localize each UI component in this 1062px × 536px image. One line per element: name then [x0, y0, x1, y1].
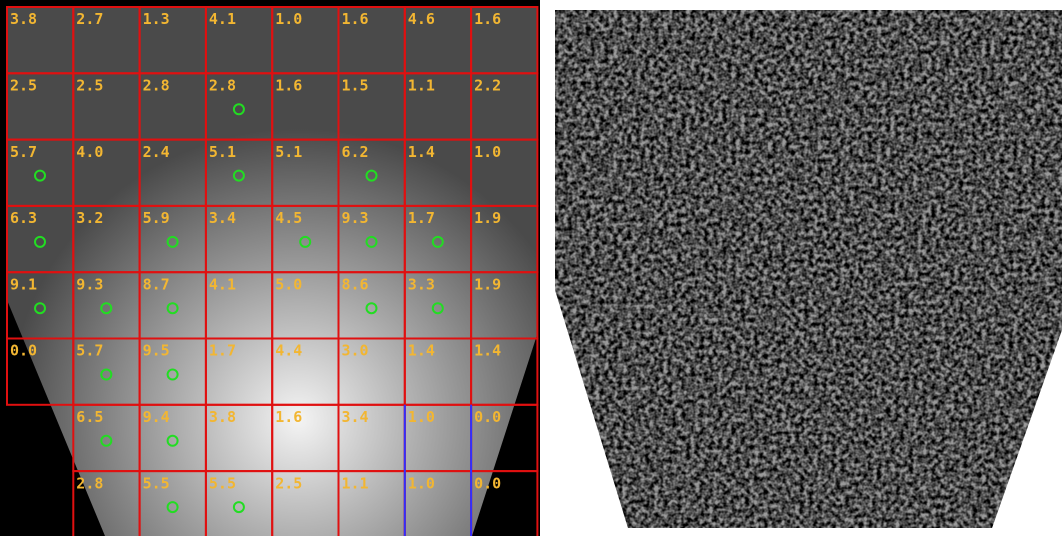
- cell-label: 4.5: [275, 209, 302, 227]
- cell-label: 1.7: [209, 342, 236, 360]
- cell-label: 2.5: [76, 77, 103, 95]
- cell-label: 5.7: [76, 342, 103, 360]
- cell-label: 3.8: [209, 408, 236, 426]
- cell-label: 1.6: [342, 10, 369, 28]
- cell-label: 5.9: [143, 209, 170, 227]
- cell-label: 1.7: [408, 209, 435, 227]
- cell-label: 1.6: [474, 10, 501, 28]
- cell-label: 4.6: [408, 10, 435, 28]
- cell-label: 1.1: [408, 77, 435, 95]
- cell-label: 1.4: [408, 143, 435, 161]
- cell-label: 5.0: [275, 275, 302, 293]
- cell-label: 1.0: [474, 143, 501, 161]
- cell-label: 1.4: [408, 342, 435, 360]
- cell-label: 8.7: [143, 275, 170, 293]
- cell-label: 9.3: [342, 209, 369, 227]
- disparity-noise: [548, 0, 1062, 536]
- cell-label: 2.7: [76, 10, 103, 28]
- cell-label: 0.0: [474, 408, 501, 426]
- page: {"grid": {"rows": [ ["3.8", "2.7", "1.3"…: [0, 0, 1062, 536]
- cell-label: 5.5: [209, 474, 236, 492]
- cell-label: 6.2: [342, 143, 369, 161]
- cell-label: 2.4: [143, 143, 170, 161]
- cell-label: 4.1: [209, 275, 236, 293]
- cell-label: 2.5: [10, 77, 37, 95]
- cell-label: 1.6: [275, 77, 302, 95]
- cell-label: 6.5: [76, 408, 103, 426]
- cell-label: 1.1: [342, 474, 369, 492]
- cell-label: 2.8: [143, 77, 170, 95]
- cell-label: 3.8: [10, 10, 37, 28]
- cell-label: 2.2: [474, 77, 501, 95]
- cell-label: 5.7: [10, 143, 37, 161]
- cell-label: 1.0: [408, 474, 435, 492]
- cell-label: 3.2: [76, 209, 103, 227]
- right-panel: [548, 0, 1062, 536]
- cell-label: 3.4: [342, 408, 369, 426]
- cell-label: 9.1: [10, 275, 37, 293]
- cell-label: 0.0: [474, 474, 501, 492]
- cell-label: 5.1: [275, 143, 302, 161]
- cell-label: 2.8: [209, 77, 236, 95]
- cell-label: 9.3: [76, 275, 103, 293]
- cell-label: 3.4: [209, 209, 236, 227]
- cell-label: 3.3: [408, 275, 435, 293]
- cell-label: 4.0: [76, 143, 103, 161]
- cell-label: 1.6: [275, 408, 302, 426]
- cell-label: 9.5: [143, 342, 170, 360]
- cell-label: 1.9: [474, 209, 501, 227]
- cell-label: 5.5: [143, 474, 170, 492]
- cell-label: 4.4: [275, 342, 302, 360]
- cell-label: 2.8: [76, 474, 103, 492]
- cell-label: 1.0: [275, 10, 302, 28]
- cell-label: 1.9: [474, 275, 501, 293]
- cell-label: 4.1: [209, 10, 236, 28]
- cell-label: 8.6: [342, 275, 369, 293]
- cell-label: 3.0: [342, 342, 369, 360]
- cell-label: 5.1: [209, 143, 236, 161]
- cell-label: 0.0: [10, 342, 37, 360]
- left-panel: 3.8 2.7 1.3 4.1 1.0 1.6 4.6 1.6 2.5 2.5 2.8 2.8 1.6 1…: [0, 0, 540, 536]
- cell-label: 1.4: [474, 342, 501, 360]
- cell-label: 1.3: [143, 10, 170, 28]
- cell-label: 2.5: [275, 474, 302, 492]
- cell-label: 1.5: [342, 77, 369, 95]
- cell-label: 1.0: [408, 408, 435, 426]
- screen: 3.8 2.7 1.3 4.1 1.0 1.6 4.6 1.6 2.5 2.5 2.8 2.8 1.6 1…: [0, 0, 1062, 536]
- cell-label: 6.3: [10, 209, 37, 227]
- cell-label: 9.4: [143, 408, 170, 426]
